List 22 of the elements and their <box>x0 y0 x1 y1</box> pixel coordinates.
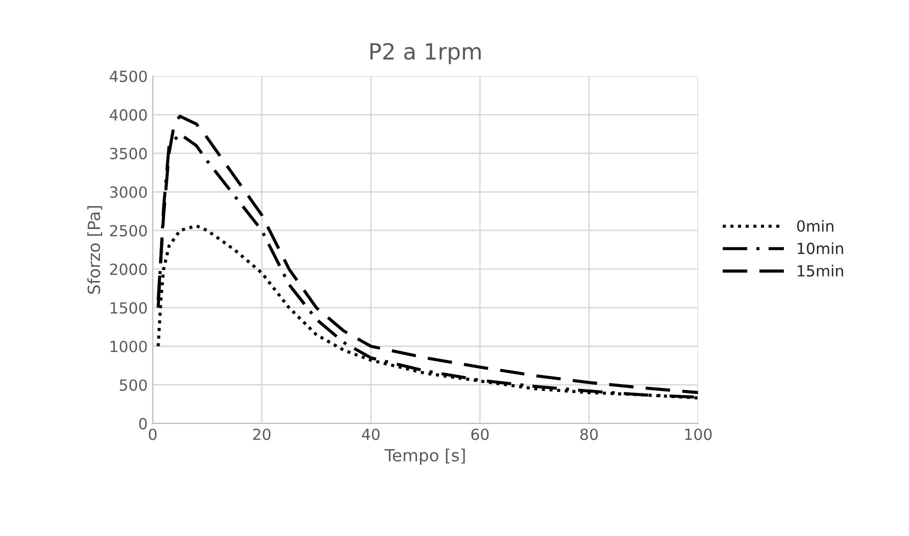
y-tick-label: 3000 <box>110 186 147 198</box>
y-axis-title: Sforzo [Pa] <box>87 206 102 294</box>
legend-label: 15min <box>798 264 844 277</box>
x-tick-label: 80 <box>580 428 598 440</box>
chart-title: P2 a 1rpm <box>370 42 481 64</box>
x-tick-label: 0 <box>148 428 157 440</box>
y-tick-label: 1500 <box>110 302 147 314</box>
x-tick-label: 100 <box>685 428 712 440</box>
legend-label: 10min <box>798 242 844 254</box>
x-axis-title: Tempo [s] <box>384 448 465 465</box>
legend-label: 0min <box>797 220 834 232</box>
y-tick-label: 2500 <box>110 224 147 236</box>
y-tick-label: 2000 <box>110 264 147 276</box>
y-tick-label: 4500 <box>110 70 147 82</box>
x-tick-label: 20 <box>253 428 270 440</box>
x-tick-label: 60 <box>471 428 489 440</box>
x-tick-label: 40 <box>362 428 380 440</box>
y-tick-label: 4000 <box>110 109 147 121</box>
y-tick-label: 0 <box>139 418 147 430</box>
y-tick-label: 500 <box>120 379 147 391</box>
y-tick-label: 1000 <box>110 340 147 352</box>
y-tick-label: 3500 <box>110 148 147 160</box>
